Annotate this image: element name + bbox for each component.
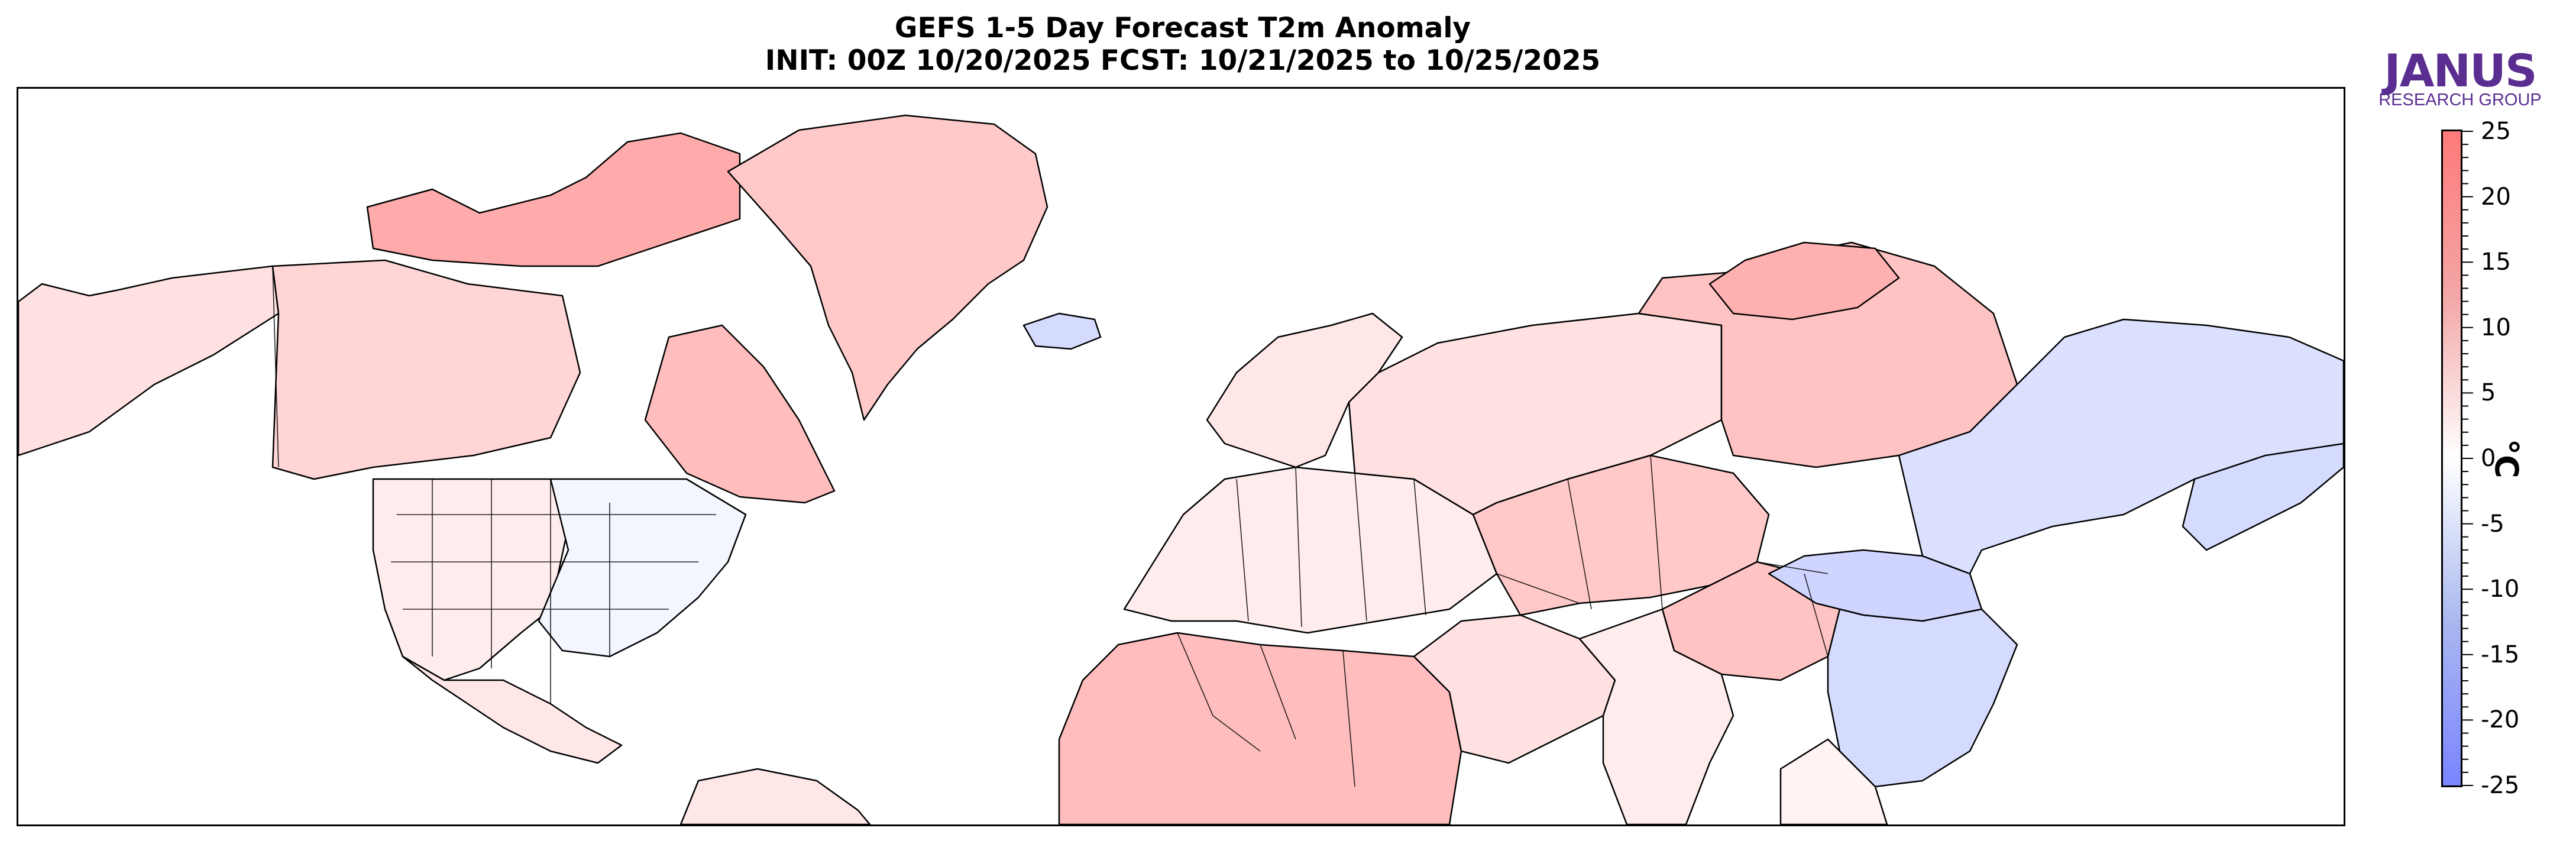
region-india <box>1578 608 1734 824</box>
map-subtitle: INIT: 00Z 10/20/2025 FCST: 10/21/2025 to… <box>765 44 1601 77</box>
colorbar-unit-label: °C <box>2488 439 2525 478</box>
region-china-east <box>1827 608 2018 788</box>
map-title: GEFS 1-5 Day Forecast T2m Anomaly <box>894 12 1471 44</box>
region-mexico <box>402 655 623 764</box>
colorbar-tick-label: -5 <box>2481 510 2504 538</box>
logo-subtitle: RESEARCH GROUP <box>2378 90 2542 109</box>
colorbar-tick-label: 15 <box>2481 248 2511 276</box>
colorbar-ticks <box>2462 131 2473 786</box>
political-borders <box>272 266 1829 787</box>
region-hudson-bay-east <box>644 324 836 504</box>
colorbar <box>2441 130 2462 787</box>
region-southeast-asia <box>1779 738 1888 824</box>
janus-logo: JANUS RESEARCH GROUP <box>2360 47 2561 112</box>
region-kamchatka <box>2182 442 2344 551</box>
logo-wordmark: JANUS <box>2384 44 2537 97</box>
colorbar-tick-label: 0 <box>2481 445 2496 472</box>
colorbar-tick-label: 20 <box>2481 183 2511 211</box>
colorbar-tick-label: -15 <box>2481 641 2520 668</box>
colorbar-tick-label: 25 <box>2481 118 2511 145</box>
region-conus-east <box>538 478 747 658</box>
colorbar-tick-label: -20 <box>2481 706 2520 734</box>
region-alaska <box>18 265 280 457</box>
region-caribbean-venezuela <box>679 768 871 824</box>
region-canadian-arctic-islands <box>366 132 741 267</box>
region-greenland <box>727 114 1048 421</box>
region-north-africa <box>1058 632 1462 824</box>
region-conus-west <box>372 478 569 681</box>
colorbar-tick-label: 5 <box>2481 379 2496 407</box>
anomaly-map <box>17 87 2345 826</box>
map-svg <box>18 114 2344 824</box>
region-iceland <box>1022 312 1102 350</box>
region-western-canada <box>271 259 581 480</box>
colorbar-tick-label: -25 <box>2481 772 2520 799</box>
region-taymyr <box>1708 241 1900 321</box>
colorbar-tick-label: 10 <box>2481 313 2511 341</box>
colorbar-tick-label: -10 <box>2481 575 2520 603</box>
